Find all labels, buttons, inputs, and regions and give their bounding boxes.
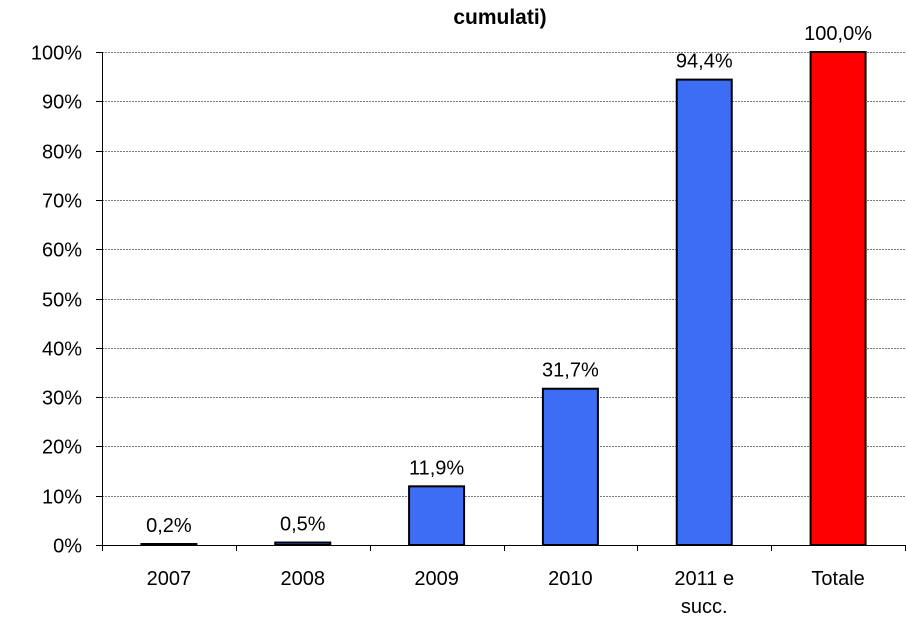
y-tick-label: 70% — [42, 191, 82, 213]
x-category-label: 2009 — [414, 568, 459, 590]
value-label: 100,0% — [804, 23, 872, 45]
bar-2011-e-succ- — [675, 78, 733, 546]
y-tick-label: 40% — [42, 339, 82, 361]
bar-2009 — [408, 485, 466, 547]
y-tick-label: 50% — [42, 290, 82, 312]
value-label: 0,2% — [146, 515, 192, 537]
value-label: 31,7% — [542, 360, 599, 382]
bar-2010 — [541, 387, 599, 546]
bar-totale — [809, 51, 867, 546]
y-tick-label: 100% — [31, 43, 82, 65]
y-axis-ticks: 0% 10% 20% 30% 40% 50% 60% 70% 80% 90% 100% — [31, 43, 102, 558]
y-tick-label: 10% — [42, 487, 82, 509]
value-label: 11,9% — [409, 457, 464, 479]
bar-2008 — [274, 541, 332, 546]
x-category-label: 2010 — [548, 568, 593, 590]
x-category-label: 2008 — [281, 568, 326, 590]
y-tick-label: 0% — [53, 536, 82, 558]
y-tick-label: 90% — [42, 92, 82, 114]
x-category-label: 2011 e — [674, 568, 734, 590]
value-label: 0,5% — [280, 514, 326, 536]
axes — [102, 52, 906, 551]
gridlines — [102, 52, 905, 497]
x-category-label: succ. — [681, 596, 728, 618]
value-labels: 0,2% 0,5% 11,9% 31,7% 94,4% 100,0% — [146, 23, 872, 537]
x-category-label: 2007 — [147, 568, 192, 590]
y-tick-label: 60% — [42, 240, 82, 262]
y-tick-label: 20% — [42, 437, 82, 459]
bars — [140, 51, 867, 547]
x-axis-categories: 2007 2008 2009 2010 2011 e succ. Totale — [147, 568, 865, 618]
value-label: 94,4% — [676, 51, 733, 73]
y-tick-label: 30% — [42, 388, 82, 410]
x-category-label: Totale — [811, 568, 864, 590]
chart-title: cumulati) — [453, 6, 546, 29]
y-tick-label: 80% — [42, 142, 82, 164]
bar-2007 — [140, 543, 198, 546]
